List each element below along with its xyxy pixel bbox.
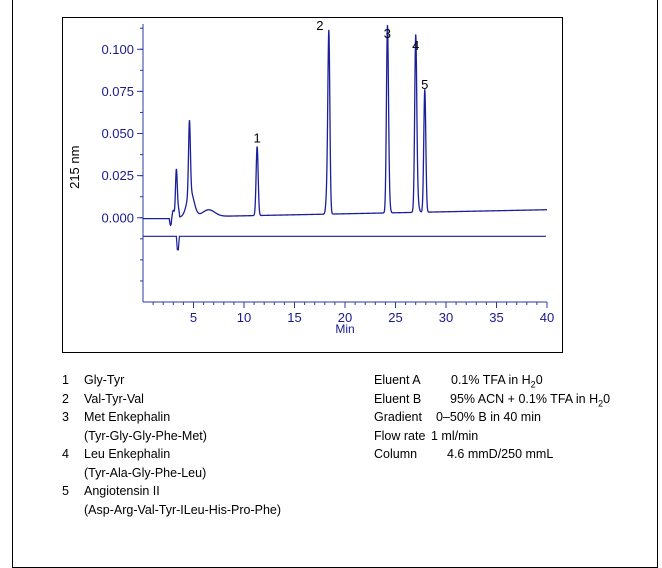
peak-name: Leu Enkephalin xyxy=(84,447,171,461)
peak-number: 2 xyxy=(62,391,69,406)
x-tick-label: 40 xyxy=(540,310,554,325)
y-tick-label: 0.025 xyxy=(101,168,134,183)
peak-label: 4 xyxy=(412,38,419,53)
condition-label: Flow rate xyxy=(374,428,426,443)
peak-name: Val-Tyr-Val xyxy=(84,391,144,406)
condition-value: 95% ACN + 0.1% TFA in H xyxy=(450,391,599,406)
peak-legend-item: 3 Met Enkephalin xyxy=(62,408,281,427)
condition-gradient: Gradient 0–50% B in 40 min xyxy=(374,408,610,427)
x-tick-label: 20 xyxy=(338,310,352,325)
chromatogram-panel: 0.000 0.025 0.050 0.075 0.100 5 10 15 20 25 30 35 40… xyxy=(62,17,563,353)
condition-value: 0–50% B in 40 min xyxy=(436,410,541,424)
condition-label: Gradient xyxy=(374,410,422,424)
peak-legend-item: 1 Gly-Tyr xyxy=(62,371,281,390)
x-tick-label: 5 xyxy=(190,310,197,325)
x-tick-label: 15 xyxy=(287,310,301,325)
x-tick-label: 30 xyxy=(439,310,453,325)
condition-value-tail: 0 xyxy=(535,373,543,387)
condition-value: 1 ml/min xyxy=(431,428,479,443)
y-axis-title: 215 nm xyxy=(67,146,82,189)
peak-label: 5 xyxy=(421,77,428,92)
peak-legend-item: 2 Val-Tyr-Val xyxy=(62,390,281,409)
peak-label: 3 xyxy=(384,26,391,41)
run-conditions: Eluent A 0.1% TFA in H20 Eluent B 95% ACN … xyxy=(374,371,610,464)
peak-sequence: (Tyr-Ala-Gly-Phe-Leu) xyxy=(84,465,207,480)
condition-label: Eluent A xyxy=(374,373,421,387)
condition-eluent-b: Eluent B 95% ACN + 0.1% TFA in H20 xyxy=(374,390,610,409)
peak-legend: 1 Gly-Tyr 2 Val-Tyr-Val 3 Met Enkephalin (T… xyxy=(62,371,281,519)
peak-label: 2 xyxy=(316,18,323,33)
peak-label: 1 xyxy=(254,131,261,146)
peak-name: Gly-Tyr xyxy=(84,373,125,387)
condition-value: 4.6 mmD/250 mmL xyxy=(447,447,554,461)
y-tick-label: 0.075 xyxy=(101,84,134,99)
condition-value-tail: 0 xyxy=(603,391,611,406)
peak-sequence: (Asp-Arg-Val-Tyr-ILeu-His-Pro-Phe) xyxy=(84,502,282,517)
peak-name: Angiotensin II xyxy=(84,484,160,498)
peak-legend-item: 4 Leu Enkephalin xyxy=(62,445,281,464)
peak-number: 1 xyxy=(62,373,69,387)
peak-number: 3 xyxy=(62,410,69,424)
peak-name: Met Enkephalin xyxy=(84,410,171,424)
condition-value: 0.1% TFA in H xyxy=(451,373,531,387)
x-tick-label: 35 xyxy=(489,310,503,325)
peak-legend-item: 5 Angiotensin II xyxy=(62,482,281,501)
condition-label: Eluent B xyxy=(374,391,422,406)
y-tick-label: 0.000 xyxy=(101,210,134,225)
x-tick-label: 25 xyxy=(388,310,402,325)
reference-trace xyxy=(143,235,546,251)
y-tick-label: 0.100 xyxy=(101,42,134,57)
y-tick-label: 0.050 xyxy=(101,126,134,141)
chromatogram-trace xyxy=(143,25,548,227)
x-axis-title: Min xyxy=(335,322,354,336)
peak-sequence: (Tyr-Gly-Gly-Phe-Met) xyxy=(84,428,207,443)
condition-column: Column 4.6 mmD/250 mmL xyxy=(374,445,610,464)
subscript: 2 xyxy=(598,398,604,408)
condition-flow-rate: Flow rate 1 ml/min xyxy=(374,427,610,446)
x-tick-label: 10 xyxy=(237,310,251,325)
subscript: 2 xyxy=(530,379,536,390)
condition-label: Column xyxy=(374,447,418,461)
peak-number: 5 xyxy=(62,484,69,498)
condition-eluent-a: Eluent A 0.1% TFA in H20 xyxy=(374,371,610,390)
peak-number: 4 xyxy=(62,447,69,461)
